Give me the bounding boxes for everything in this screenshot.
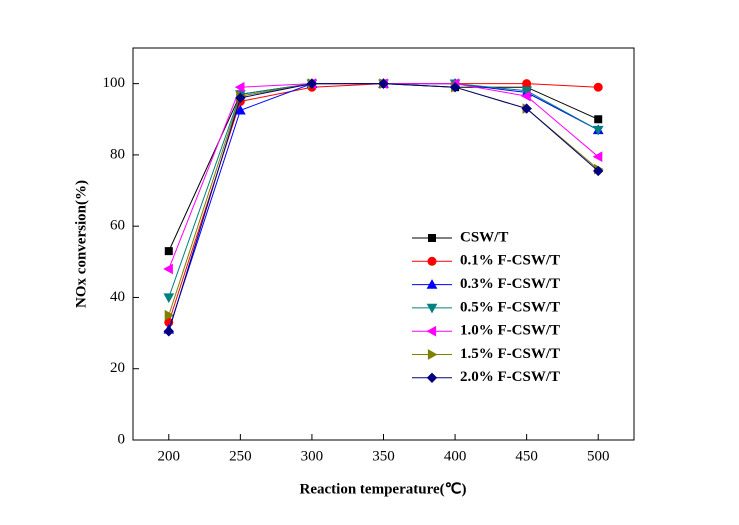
y-tick-label: 100 bbox=[103, 75, 126, 91]
y-tick-label: 0 bbox=[118, 431, 126, 447]
marker bbox=[426, 279, 438, 289]
marker bbox=[427, 349, 438, 360]
marker bbox=[427, 256, 437, 266]
legend-label: 1.0% F-CSW/T bbox=[460, 323, 560, 339]
marker bbox=[235, 104, 246, 115]
marker bbox=[521, 86, 532, 97]
marker bbox=[593, 82, 603, 92]
y-tick-label: 40 bbox=[110, 289, 125, 305]
y-tick-label: 20 bbox=[110, 360, 125, 376]
marker bbox=[449, 81, 461, 93]
marker bbox=[164, 309, 175, 321]
x-tick-label: 400 bbox=[444, 448, 467, 464]
marker bbox=[164, 247, 173, 256]
x-axis-label: Reaction temperature(℃) bbox=[300, 481, 467, 497]
marker bbox=[163, 293, 175, 303]
marker bbox=[594, 115, 603, 124]
marker bbox=[592, 125, 604, 136]
series-line bbox=[168, 83, 599, 252]
marker bbox=[163, 263, 173, 275]
marker bbox=[306, 78, 318, 89]
x-tick-label: 200 bbox=[158, 448, 181, 464]
marker bbox=[521, 90, 531, 102]
x-tick-label: 300 bbox=[301, 448, 324, 464]
legend-label: 2.0% F-CSW/T bbox=[460, 369, 560, 385]
x-tick-label: 350 bbox=[372, 448, 395, 464]
legend-label: 0.1% F-CSW/T bbox=[460, 253, 560, 269]
series-line bbox=[168, 83, 599, 270]
y-tick-label: 80 bbox=[110, 146, 125, 162]
y-axis-label: NOx conversion(%) bbox=[73, 180, 89, 308]
marker bbox=[522, 79, 532, 89]
legend-label: CSW/T bbox=[460, 229, 508, 245]
marker bbox=[163, 326, 174, 337]
marker bbox=[234, 81, 245, 93]
legend-label: 0.3% F-CSW/T bbox=[460, 276, 560, 292]
marker bbox=[428, 234, 436, 242]
x-tick-label: 500 bbox=[587, 448, 610, 464]
x-tick-label: 450 bbox=[515, 448, 538, 464]
marker bbox=[426, 303, 438, 314]
y-tick-label: 60 bbox=[110, 218, 125, 234]
marker bbox=[593, 165, 604, 177]
marker bbox=[235, 92, 246, 104]
marker bbox=[592, 151, 603, 163]
marker bbox=[521, 103, 532, 114]
series-line bbox=[168, 83, 599, 332]
legend-label: 0.5% F-CSW/T bbox=[460, 299, 560, 315]
legend-label: 1.5% F-CSW/T bbox=[460, 346, 560, 362]
marker bbox=[426, 325, 437, 337]
marker bbox=[378, 78, 389, 89]
x-tick-label: 250 bbox=[229, 448, 252, 464]
marker bbox=[426, 372, 438, 384]
